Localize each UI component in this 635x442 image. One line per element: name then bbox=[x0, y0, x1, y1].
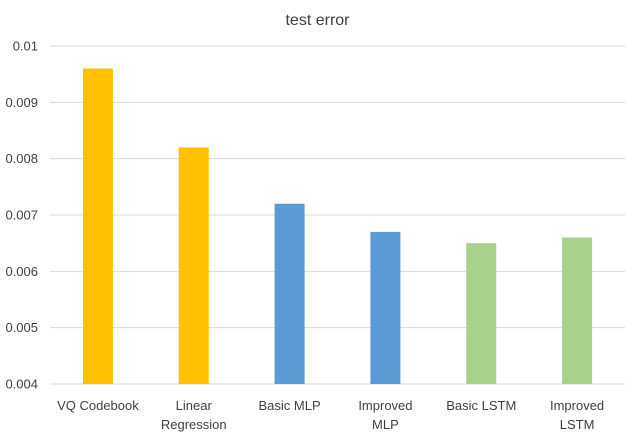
x-category-label: Basic LSTM bbox=[446, 398, 516, 413]
x-category-label: MLP bbox=[372, 417, 399, 432]
y-tick-label: 0.006 bbox=[5, 264, 38, 279]
y-tick-label: 0.007 bbox=[5, 208, 38, 223]
bar bbox=[178, 147, 209, 384]
x-axis-category-labels: VQ Codebook Linear Regression Basic MLP Impr… bbox=[57, 398, 604, 432]
bar bbox=[370, 231, 401, 384]
bar bbox=[466, 243, 497, 384]
x-category-label: LSTM bbox=[560, 417, 595, 432]
x-category-label: Regression bbox=[161, 417, 227, 432]
x-category-label: VQ Codebook bbox=[57, 398, 139, 413]
y-tick-label: 0.008 bbox=[5, 151, 38, 166]
x-category-label: Linear bbox=[176, 398, 213, 413]
chart-title: test error bbox=[285, 12, 350, 29]
bar bbox=[274, 203, 305, 384]
y-tick-label: 0.004 bbox=[5, 377, 38, 392]
y-tick-label: 0.01 bbox=[13, 39, 38, 54]
x-category-label: Basic MLP bbox=[259, 398, 321, 413]
bars bbox=[82, 68, 593, 385]
bar bbox=[82, 68, 113, 385]
bar bbox=[562, 237, 593, 384]
y-tick-label: 0.005 bbox=[5, 320, 38, 335]
gridlines bbox=[50, 45, 625, 385]
y-axis-tick-labels: 0.004 0.005 0.006 0.007 0.008 0.009 0.01 bbox=[5, 39, 38, 392]
x-category-label: Improved bbox=[358, 398, 412, 413]
x-category-label: Improved bbox=[550, 398, 604, 413]
y-tick-label: 0.009 bbox=[5, 95, 38, 110]
